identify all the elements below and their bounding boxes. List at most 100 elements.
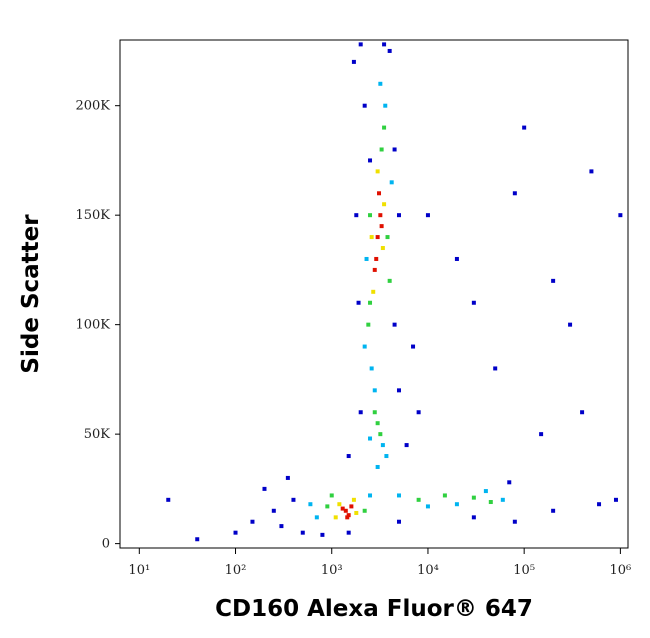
point [371, 289, 376, 294]
point [471, 495, 476, 500]
point [333, 515, 338, 520]
point [396, 493, 401, 498]
point [471, 300, 476, 305]
point [613, 497, 618, 502]
y-tick-label: 150K [75, 208, 110, 223]
point [396, 213, 401, 218]
point [354, 510, 359, 515]
point [345, 515, 350, 520]
point [425, 504, 430, 509]
point [351, 497, 356, 502]
point [396, 388, 401, 393]
point [392, 147, 397, 152]
point [340, 506, 345, 511]
point [368, 300, 373, 305]
y-tick-label: 50K [84, 427, 111, 442]
point [488, 500, 493, 505]
point [375, 169, 380, 174]
point [285, 475, 290, 480]
x-tick-label: 10⁵ [513, 563, 535, 578]
point [372, 267, 377, 272]
point [580, 410, 585, 415]
x-tick-label: 10¹ [128, 563, 150, 578]
point [308, 502, 313, 507]
x-tick-label: 10⁶ [609, 563, 631, 578]
point [411, 344, 416, 349]
point [551, 508, 556, 513]
point [354, 213, 359, 218]
point [442, 493, 447, 498]
point [346, 454, 351, 459]
point [539, 432, 544, 437]
point [358, 410, 363, 415]
point [416, 497, 421, 502]
point [364, 256, 369, 261]
point [483, 489, 488, 494]
point [380, 443, 385, 448]
point [356, 300, 361, 305]
point [380, 246, 385, 251]
point [589, 169, 594, 174]
point [262, 486, 267, 491]
point [454, 256, 459, 261]
point [387, 48, 392, 53]
point [368, 436, 373, 441]
point [374, 256, 379, 261]
point [383, 103, 388, 108]
point [351, 59, 356, 64]
point [385, 235, 390, 240]
point [382, 125, 387, 130]
point [320, 532, 325, 537]
point [368, 493, 373, 498]
point [166, 497, 171, 502]
point [369, 235, 374, 240]
point [343, 508, 348, 513]
point [358, 42, 363, 47]
point [454, 502, 459, 507]
point [404, 443, 409, 448]
plot-frame [119, 39, 629, 549]
point [416, 410, 421, 415]
point [378, 432, 383, 437]
point [377, 191, 382, 196]
point [346, 530, 351, 535]
point [551, 278, 556, 283]
point [368, 158, 373, 163]
point [471, 515, 476, 520]
point [337, 502, 342, 507]
point [378, 81, 383, 86]
point [387, 278, 392, 283]
point [512, 191, 517, 196]
point [522, 125, 527, 130]
point [392, 322, 397, 327]
point [372, 410, 377, 415]
point [329, 493, 334, 498]
point [250, 519, 255, 524]
point [384, 454, 389, 459]
x-tick-label: 10³ [321, 563, 343, 578]
point [366, 322, 371, 327]
x-tick-label: 10⁴ [417, 563, 439, 578]
y-axis-title: Side Scatter [18, 214, 44, 374]
point [507, 480, 512, 485]
point [389, 180, 394, 185]
point [372, 388, 377, 393]
point [279, 524, 284, 529]
point [425, 213, 430, 218]
point [379, 224, 384, 229]
point [325, 504, 330, 509]
point [493, 366, 498, 371]
point [369, 366, 374, 371]
point [362, 103, 367, 108]
point [195, 537, 200, 542]
point [271, 508, 276, 513]
point [291, 497, 296, 502]
point [375, 464, 380, 469]
y-tick-label: 0 [102, 537, 110, 552]
x-tick-label: 10² [225, 563, 247, 578]
point [362, 344, 367, 349]
point [500, 497, 505, 502]
point [382, 202, 387, 207]
